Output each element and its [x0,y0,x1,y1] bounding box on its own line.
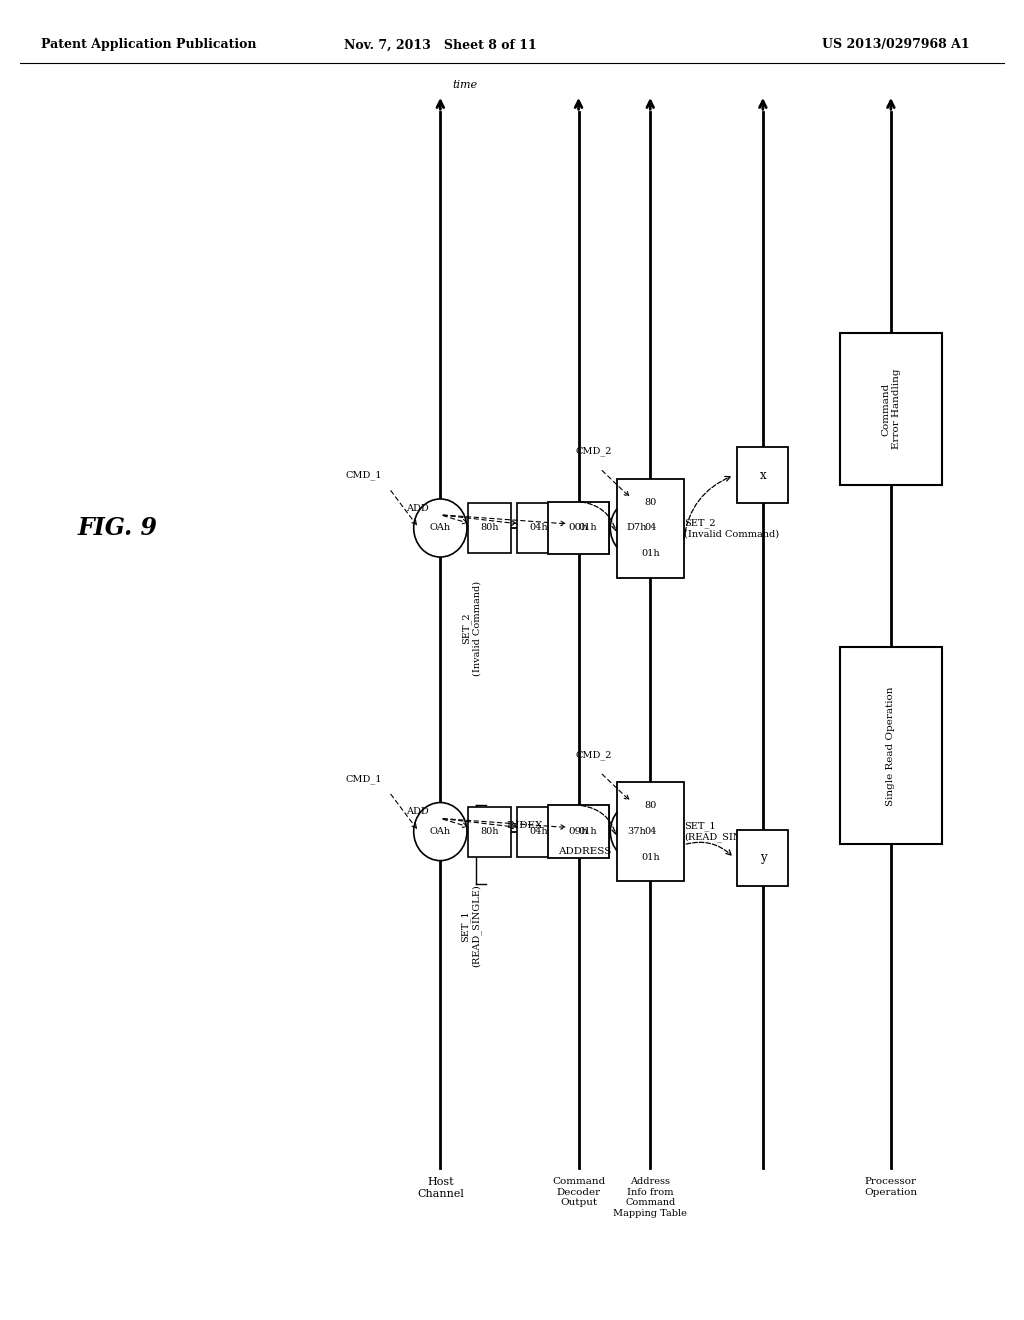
Text: 04h: 04h [529,524,548,532]
Text: SET_2
(Invalid Command): SET_2 (Invalid Command) [461,581,481,676]
FancyBboxPatch shape [517,807,560,857]
Text: Nov. 7, 2013   Sheet 8 of 11: Nov. 7, 2013 Sheet 8 of 11 [344,38,537,51]
Text: Command
Error Handling: Command Error Handling [882,370,900,449]
Text: 80: 80 [644,498,656,507]
Text: time: time [453,79,478,90]
Text: 80h: 80h [480,828,499,836]
Ellipse shape [414,803,467,861]
Text: ADDRESS: ADDRESS [558,847,612,855]
Text: Host
Channel: Host Channel [417,1177,464,1199]
Text: 01h: 01h [579,524,597,532]
FancyBboxPatch shape [548,805,609,858]
Text: 00h: 00h [568,524,589,532]
Text: 01h: 01h [579,828,597,836]
Text: 04h: 04h [529,828,548,836]
Text: 09h: 09h [568,828,589,836]
Text: CMD_1: CMD_1 [345,774,382,784]
Text: 80: 80 [644,801,656,810]
FancyBboxPatch shape [840,334,942,486]
Text: D7h: D7h [627,524,647,532]
Text: y: y [760,851,766,865]
FancyBboxPatch shape [737,830,788,886]
FancyBboxPatch shape [468,503,511,553]
Text: CMD_1: CMD_1 [345,470,382,480]
Text: US 2013/0297968 A1: US 2013/0297968 A1 [822,38,970,51]
Text: OAh: OAh [430,828,451,836]
FancyBboxPatch shape [616,479,684,578]
FancyBboxPatch shape [517,503,560,553]
Text: Patent Application Publication: Patent Application Publication [41,38,256,51]
FancyBboxPatch shape [468,807,511,857]
Text: ADD: ADD [407,808,429,816]
Text: SET_1
(READ_SINGLE): SET_1 (READ_SINGLE) [461,884,481,968]
Ellipse shape [610,803,664,861]
Text: Command
Decoder
Output: Command Decoder Output [552,1177,605,1208]
Text: Processor
Operation: Processor Operation [864,1177,918,1197]
Text: x: x [760,469,766,482]
FancyBboxPatch shape [566,807,609,857]
Text: OAh: OAh [430,524,451,532]
Ellipse shape [610,499,664,557]
Text: SET_2
(Invalid Command): SET_2 (Invalid Command) [684,517,779,539]
Text: FIG. 9: FIG. 9 [78,516,158,540]
Text: CMD_2: CMD_2 [575,750,612,760]
FancyBboxPatch shape [548,502,609,554]
Text: Address
Info from
Command
Mapping Table: Address Info from Command Mapping Table [613,1177,687,1217]
FancyBboxPatch shape [840,647,942,845]
Text: INDEX: INDEX [506,821,543,829]
FancyBboxPatch shape [737,447,788,503]
Text: CMD_2: CMD_2 [575,446,612,457]
Text: ADD: ADD [407,504,429,512]
Ellipse shape [414,499,467,557]
FancyBboxPatch shape [616,781,684,882]
Text: 01h: 01h [641,853,659,862]
Text: 04: 04 [644,524,656,532]
Text: SET_1
(READ_SINGLE): SET_1 (READ_SINGLE) [684,821,767,842]
Text: 04: 04 [644,828,656,836]
Text: 80h: 80h [480,524,499,532]
FancyBboxPatch shape [566,503,609,553]
Text: Single Read Operation: Single Read Operation [887,686,895,805]
Text: 37h: 37h [628,828,646,836]
Text: 01h: 01h [641,549,659,558]
